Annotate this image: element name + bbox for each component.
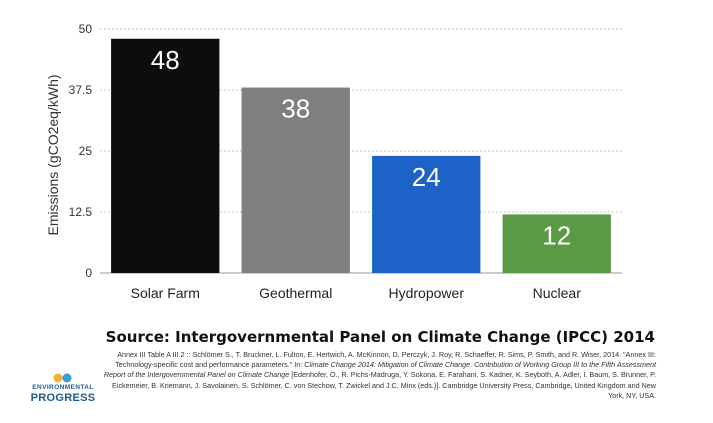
- x-category-label: Nuclear: [533, 285, 582, 301]
- source-title: Source: Intergovernmental Panel on Clima…: [105, 328, 655, 346]
- bar-chart: 0 12.5 25 37.5 50 48 38 24 12 Solar Farm Geother…: [45, 22, 622, 301]
- x-axis-ticks: Solar Farm Geothermal Hydropower Nuclear: [131, 285, 582, 301]
- logo-circle-icon: [62, 373, 72, 383]
- y-axis-ticks: 0 12.5 25 37.5 50: [69, 22, 93, 280]
- bar: [502, 214, 611, 273]
- citation-text-2: [Edenhofer, O., R. Pichs-Madruga, Y. Sok…: [112, 370, 656, 400]
- citation-text-1: Annex III Table A III.2 :: Schlömer S., …: [115, 350, 656, 370]
- environmental-progress-logo: ENVIRONMENTAL PROGRESS: [28, 372, 98, 408]
- bar-value-label: 24: [412, 162, 441, 192]
- y-tick-label: 25: [79, 144, 93, 158]
- source-citation: Annex III Table A III.2 :: Schlömer S., …: [100, 350, 656, 401]
- bars: 48 38 24 12: [111, 38, 611, 274]
- bar: [372, 155, 481, 273]
- logo-text-line1: ENVIRONMENTAL: [32, 384, 94, 391]
- citation-italic-text: Climate Change 2014: Mitigation of Clima…: [103, 360, 656, 380]
- y-tick-label: 12.5: [69, 205, 93, 219]
- logo-circle-icon: [53, 373, 63, 383]
- bar: [111, 38, 220, 274]
- bar-value-label: 38: [281, 94, 310, 124]
- bar-value-label: 12: [542, 220, 571, 250]
- y-tick-label: 50: [79, 22, 93, 36]
- x-category-label: Solar Farm: [131, 285, 200, 301]
- bar-value-label: 48: [151, 45, 180, 75]
- y-axis-label: Emissions (gCO2eq/kWh): [45, 74, 61, 235]
- y-tick-label: 37.5: [69, 83, 93, 97]
- logo-text-line2: PROGRESS: [30, 392, 96, 404]
- y-tick-label: 0: [85, 266, 92, 280]
- bar: [241, 87, 350, 273]
- x-category-label: Hydropower: [389, 285, 465, 301]
- logo-mark-icon: [53, 373, 72, 383]
- x-category-label: Geothermal: [259, 285, 332, 301]
